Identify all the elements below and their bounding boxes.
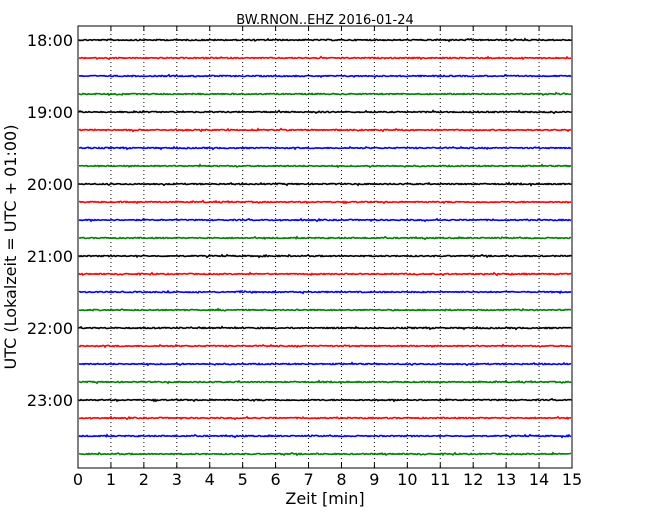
y-tick-label: 22:00 [27,319,73,338]
trace-line [78,217,572,223]
trace-line [78,397,572,403]
trace-line [78,55,572,61]
x-tick-label: 3 [172,470,182,489]
trace-line [78,271,572,277]
x-tick-label: 15 [562,470,582,489]
x-tick-label: 11 [430,470,450,489]
trace-line [78,109,572,115]
trace-line [78,235,572,241]
y-tick-label: 18:00 [27,31,73,50]
y-axis-label: UTC (Lokalzeit = UTC + 01:00) [1,125,20,370]
trace-line [78,361,572,367]
plot-frame [77,25,573,469]
x-tick-label: 12 [463,470,483,489]
chart-title: BW.RNON..EHZ 2016-01-24 [236,13,414,28]
x-tick-label: 0 [73,470,83,489]
x-tick-label: 10 [397,470,417,489]
x-tick-label: 8 [336,470,346,489]
trace-line [78,379,572,385]
trace-line [78,91,572,97]
trace-line [78,415,572,421]
trace-line [78,163,572,169]
trace-line [78,253,572,259]
trace-line [78,289,572,295]
trace-line [78,307,572,312]
y-axis: 18:00 19:00 20:00 21:00 22:00 23:00 [27,31,572,410]
x-axis-label: Zeit [min] [285,489,364,508]
trace-line [78,451,572,457]
trace-line [78,37,572,43]
trace-line [78,433,572,439]
y-tick-label: 23:00 [27,391,73,410]
y-tick-label: 19:00 [27,103,73,122]
x-tick-label: 5 [238,470,248,489]
y-tick-label: 20:00 [27,175,73,194]
y-tick-label: 21:00 [27,247,73,266]
x-tick-label: 2 [139,470,149,489]
x-tick-label: 6 [271,470,281,489]
x-tick-label: 13 [496,470,516,489]
x-axis: 0 1 2 3 4 5 6 7 8 9 10 11 12 13 14 15 [73,26,582,489]
trace-line [78,343,572,349]
x-tick-label: 9 [369,470,379,489]
trace-line [78,73,572,79]
x-tick-label: 1 [106,470,116,489]
trace-line [78,181,572,187]
x-tick-label: 7 [303,470,313,489]
trace-line [78,145,572,151]
grid-lines [110,26,540,468]
trace-line [78,199,572,205]
trace-line [78,325,572,331]
x-tick-label: 4 [205,470,215,489]
trace-group [78,37,572,457]
x-tick-label: 14 [529,470,549,489]
trace-line [78,127,572,133]
